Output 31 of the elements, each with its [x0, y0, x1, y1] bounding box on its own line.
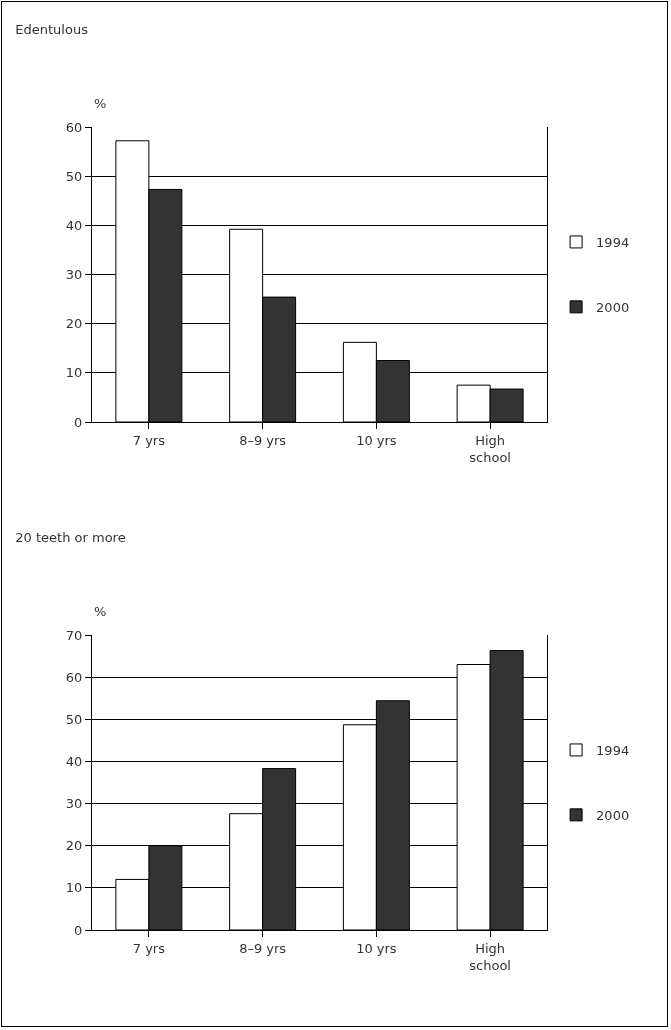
y-tick-label: 30: [65, 796, 83, 812]
x-tick-label: 7 yrs: [132, 940, 166, 956]
chart-title: Edentulous: [15, 21, 89, 37]
chart-title: 20 teeth or more: [15, 529, 126, 545]
x-tick-label: 8–9 yrs: [239, 432, 287, 448]
legend-label: 1994: [596, 743, 630, 759]
y-tick-label: 60: [65, 119, 83, 135]
x-tick-label: 7 yrs: [132, 432, 166, 448]
y-tick-label: 10: [65, 365, 83, 381]
y-axis-title: %: [94, 96, 107, 111]
x-tick-label: 8–9 yrs: [239, 940, 287, 956]
y-tick-label: 40: [65, 217, 83, 233]
y-tick-label: 50: [65, 168, 83, 184]
x-tick-label: High school: [469, 432, 511, 465]
y-tick-label: 0: [74, 414, 83, 430]
x-tick-label: 10 yrs: [356, 940, 397, 956]
legend-label: 2000: [596, 807, 630, 823]
y-tick-label: 70: [65, 627, 83, 643]
y-tick-label: 60: [65, 669, 83, 685]
y-tick-label: 20: [65, 838, 83, 854]
legend-label: 2000: [596, 299, 630, 315]
y-tick-label: 40: [65, 753, 83, 769]
y-tick-label: 20: [65, 316, 83, 332]
y-axis-title: %: [94, 604, 107, 619]
legend-label: 1994: [596, 235, 630, 251]
y-tick-label: 30: [65, 267, 83, 283]
y-tick-label: 50: [65, 711, 83, 727]
x-tick-label: High school: [469, 940, 511, 973]
y-tick-label: 10: [65, 880, 83, 896]
x-tick-label: 10 yrs: [356, 432, 397, 448]
y-tick-label: 0: [74, 922, 83, 938]
